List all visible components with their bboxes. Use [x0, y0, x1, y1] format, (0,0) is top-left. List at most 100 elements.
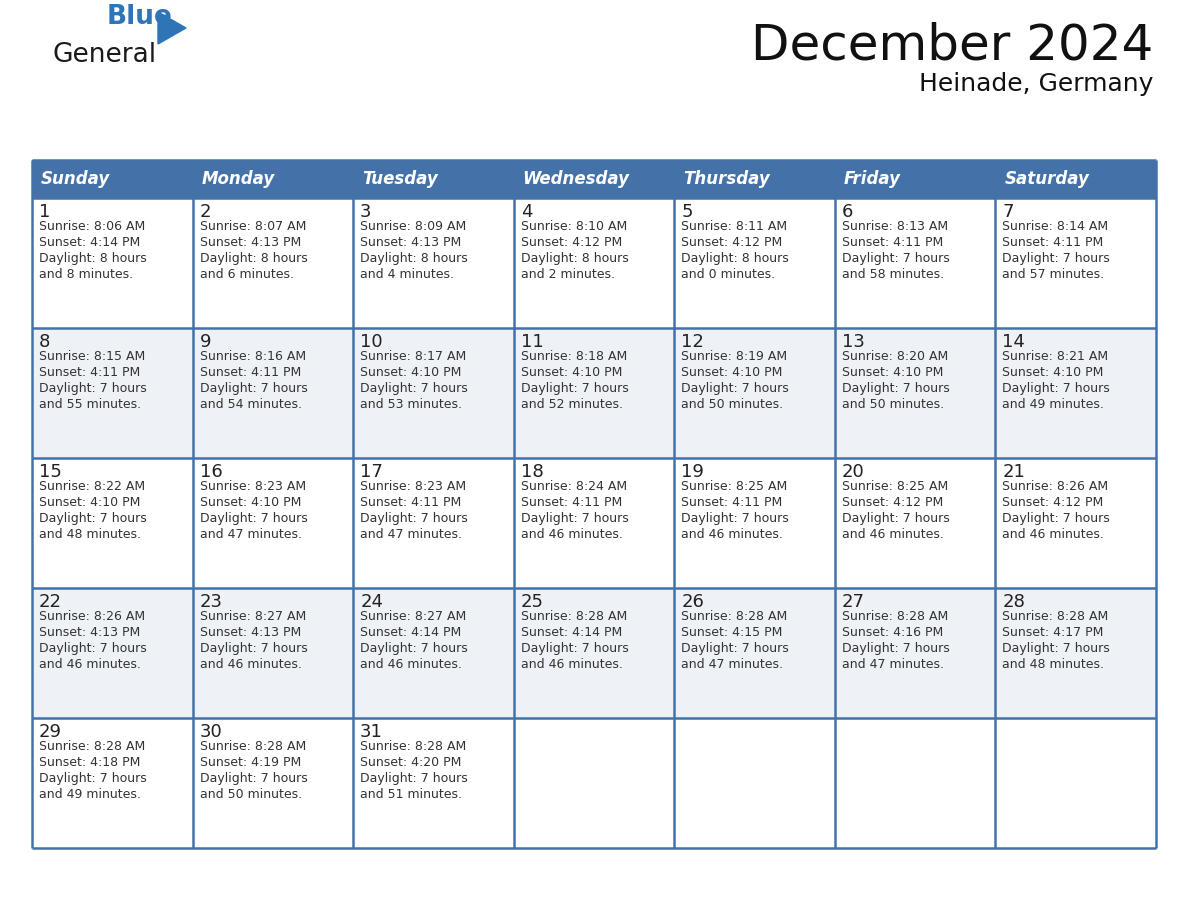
Text: Sunrise: 8:26 AM: Sunrise: 8:26 AM: [1003, 480, 1108, 493]
Bar: [192, 160, 353, 198]
Text: and 55 minutes.: and 55 minutes.: [39, 398, 141, 411]
Text: and 51 minutes.: and 51 minutes.: [360, 788, 462, 801]
Text: Daylight: 7 hours: Daylight: 7 hours: [200, 642, 308, 655]
Text: 24: 24: [360, 593, 384, 611]
Text: Sunrise: 8:20 AM: Sunrise: 8:20 AM: [842, 350, 948, 363]
Bar: [675, 718, 835, 848]
Text: Sunset: 4:13 PM: Sunset: 4:13 PM: [360, 236, 461, 249]
Text: Sunset: 4:13 PM: Sunset: 4:13 PM: [200, 626, 301, 639]
Bar: [32, 588, 192, 718]
Text: and 46 minutes.: and 46 minutes.: [39, 658, 141, 671]
Bar: [835, 160, 996, 198]
Text: Sunrise: 8:11 AM: Sunrise: 8:11 AM: [681, 220, 788, 233]
Text: Sunrise: 8:15 AM: Sunrise: 8:15 AM: [39, 350, 145, 363]
Text: and 46 minutes.: and 46 minutes.: [520, 658, 623, 671]
Text: Daylight: 7 hours: Daylight: 7 hours: [360, 512, 468, 525]
Text: and 47 minutes.: and 47 minutes.: [842, 658, 943, 671]
Text: 15: 15: [39, 463, 62, 481]
Text: Sunrise: 8:28 AM: Sunrise: 8:28 AM: [39, 740, 145, 753]
Text: 16: 16: [200, 463, 222, 481]
Text: 1: 1: [39, 203, 50, 221]
Text: Daylight: 7 hours: Daylight: 7 hours: [520, 382, 628, 395]
Text: Sunset: 4:11 PM: Sunset: 4:11 PM: [520, 496, 623, 509]
Text: Sunrise: 8:14 AM: Sunrise: 8:14 AM: [1003, 220, 1108, 233]
Text: 13: 13: [842, 333, 865, 351]
Text: 23: 23: [200, 593, 222, 611]
Text: 20: 20: [842, 463, 865, 481]
Text: and 48 minutes.: and 48 minutes.: [1003, 658, 1105, 671]
Text: Daylight: 7 hours: Daylight: 7 hours: [1003, 252, 1110, 265]
Text: Daylight: 7 hours: Daylight: 7 hours: [39, 642, 147, 655]
Text: Tuesday: Tuesday: [362, 170, 438, 188]
Text: Daylight: 7 hours: Daylight: 7 hours: [200, 512, 308, 525]
Text: Sunrise: 8:28 AM: Sunrise: 8:28 AM: [360, 740, 467, 753]
Text: 19: 19: [681, 463, 704, 481]
Text: 27: 27: [842, 593, 865, 611]
Text: Daylight: 8 hours: Daylight: 8 hours: [681, 252, 789, 265]
Text: Daylight: 7 hours: Daylight: 7 hours: [842, 252, 949, 265]
Text: Sunset: 4:16 PM: Sunset: 4:16 PM: [842, 626, 943, 639]
Text: Sunset: 4:13 PM: Sunset: 4:13 PM: [200, 236, 301, 249]
Bar: [513, 588, 675, 718]
Bar: [192, 458, 353, 588]
Text: 2: 2: [200, 203, 211, 221]
Bar: [675, 198, 835, 328]
Bar: [192, 718, 353, 848]
Text: and 8 minutes.: and 8 minutes.: [39, 268, 133, 281]
Text: Sunset: 4:15 PM: Sunset: 4:15 PM: [681, 626, 783, 639]
Text: Sunset: 4:18 PM: Sunset: 4:18 PM: [39, 756, 140, 769]
Text: Sunrise: 8:22 AM: Sunrise: 8:22 AM: [39, 480, 145, 493]
Text: and 49 minutes.: and 49 minutes.: [1003, 398, 1105, 411]
Bar: [353, 718, 513, 848]
Bar: [675, 458, 835, 588]
Text: 28: 28: [1003, 593, 1025, 611]
Text: 12: 12: [681, 333, 704, 351]
Text: Sunrise: 8:27 AM: Sunrise: 8:27 AM: [200, 610, 305, 623]
Bar: [996, 588, 1156, 718]
Text: Sunset: 4:10 PM: Sunset: 4:10 PM: [360, 366, 461, 379]
Text: 30: 30: [200, 723, 222, 741]
Bar: [32, 198, 192, 328]
Text: 29: 29: [39, 723, 62, 741]
Text: Thursday: Thursday: [683, 170, 770, 188]
Text: and 46 minutes.: and 46 minutes.: [360, 658, 462, 671]
Bar: [192, 328, 353, 458]
Text: Daylight: 7 hours: Daylight: 7 hours: [842, 512, 949, 525]
Bar: [675, 588, 835, 718]
Text: Sunset: 4:10 PM: Sunset: 4:10 PM: [1003, 366, 1104, 379]
Text: and 49 minutes.: and 49 minutes.: [39, 788, 141, 801]
Text: Sunrise: 8:24 AM: Sunrise: 8:24 AM: [520, 480, 627, 493]
Bar: [353, 160, 513, 198]
Text: Sunrise: 8:21 AM: Sunrise: 8:21 AM: [1003, 350, 1108, 363]
Text: and 6 minutes.: and 6 minutes.: [200, 268, 293, 281]
Text: 9: 9: [200, 333, 211, 351]
Text: and 47 minutes.: and 47 minutes.: [360, 528, 462, 541]
Text: and 52 minutes.: and 52 minutes.: [520, 398, 623, 411]
Text: December 2024: December 2024: [751, 22, 1154, 70]
Bar: [513, 718, 675, 848]
Text: Sunday: Sunday: [42, 170, 110, 188]
Bar: [996, 458, 1156, 588]
Text: and 46 minutes.: and 46 minutes.: [681, 528, 783, 541]
Text: 25: 25: [520, 593, 544, 611]
Text: Daylight: 7 hours: Daylight: 7 hours: [360, 382, 468, 395]
Text: Sunset: 4:19 PM: Sunset: 4:19 PM: [200, 756, 301, 769]
Text: Sunrise: 8:09 AM: Sunrise: 8:09 AM: [360, 220, 467, 233]
Text: and 46 minutes.: and 46 minutes.: [1003, 528, 1105, 541]
Text: Daylight: 8 hours: Daylight: 8 hours: [200, 252, 308, 265]
Text: Sunset: 4:10 PM: Sunset: 4:10 PM: [200, 496, 301, 509]
Bar: [835, 588, 996, 718]
Text: Sunrise: 8:17 AM: Sunrise: 8:17 AM: [360, 350, 467, 363]
Bar: [835, 718, 996, 848]
Bar: [996, 328, 1156, 458]
Text: 31: 31: [360, 723, 383, 741]
Text: Sunset: 4:14 PM: Sunset: 4:14 PM: [39, 236, 140, 249]
Text: Sunrise: 8:23 AM: Sunrise: 8:23 AM: [360, 480, 466, 493]
Text: 26: 26: [681, 593, 704, 611]
Bar: [675, 328, 835, 458]
Text: Sunrise: 8:18 AM: Sunrise: 8:18 AM: [520, 350, 627, 363]
Text: 5: 5: [681, 203, 693, 221]
Bar: [192, 198, 353, 328]
Text: Sunrise: 8:25 AM: Sunrise: 8:25 AM: [842, 480, 948, 493]
Text: and 2 minutes.: and 2 minutes.: [520, 268, 614, 281]
